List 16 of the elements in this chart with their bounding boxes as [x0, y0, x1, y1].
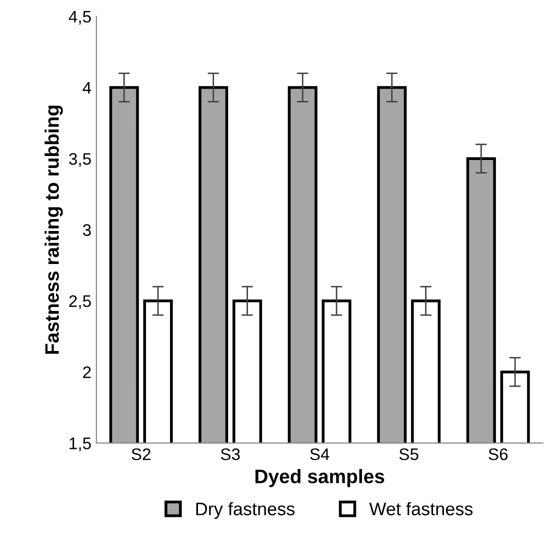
legend-label: Dry fastness [196, 502, 295, 519]
legend-label: Wet fastness [369, 502, 473, 516]
y-axis-title: Fastness raiting to rubbing [44, 106, 63, 354]
y-tick-label: 3 [82, 224, 91, 236]
y-tick-label: 1,5 [70, 438, 91, 452]
x-axis-title: Dyed samples [255, 469, 384, 488]
y-tick-label: 4 [82, 82, 92, 94]
x-tick-label: S2 [132, 448, 150, 460]
y-tick-label: 4,5 [68, 10, 91, 25]
y-tick-label: 2,5 [69, 295, 91, 310]
x-tick-label: S3 [220, 448, 240, 460]
x-tick-label: S5 [399, 448, 418, 460]
y-tick-label: 2 [83, 366, 91, 378]
x-tick-label: S6 [488, 448, 508, 460]
y-tick-label: 3,5 [69, 153, 91, 167]
x-tick-label: S4 [310, 448, 330, 460]
